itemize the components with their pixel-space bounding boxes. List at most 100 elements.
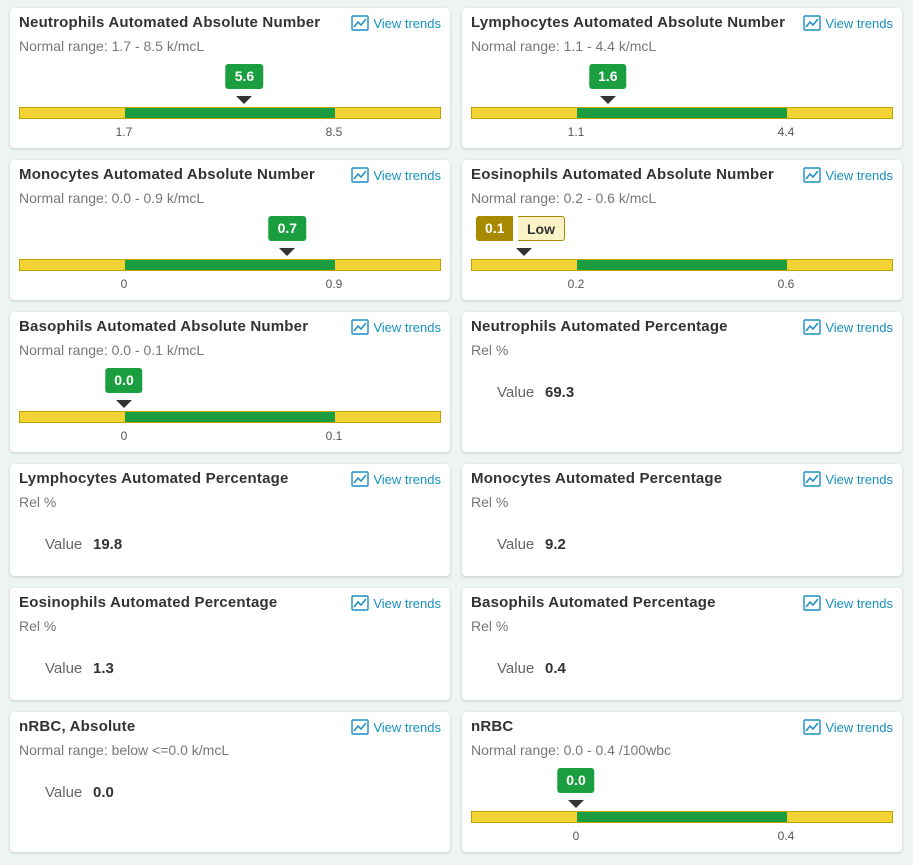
view-trends-text[interactable]: View trends xyxy=(373,595,441,611)
value-marker xyxy=(599,96,616,104)
card-subtitle: Normal range: 0.0 - 0.9 k/mcL xyxy=(19,190,205,206)
value: 0.4 xyxy=(545,660,566,677)
value: 9.2 xyxy=(545,536,566,553)
result-card: Neutrophils Automated Absolute Number Nor… xyxy=(10,8,450,148)
view-trends-text[interactable]: View trends xyxy=(373,15,441,31)
view-trends-link[interactable]: View trends xyxy=(351,319,441,335)
result-card: Neutrophils Automated Percentage Rel % Vie… xyxy=(462,312,902,452)
trend-icon xyxy=(351,471,370,487)
view-trends-link[interactable]: View trends xyxy=(803,167,893,183)
view-trends-text[interactable]: View trends xyxy=(373,719,441,735)
view-trends-text[interactable]: View trends xyxy=(825,167,893,183)
trend-icon xyxy=(803,15,822,31)
view-trends-link[interactable]: View trends xyxy=(803,319,893,335)
card-title: Lymphocytes Automated Percentage xyxy=(19,470,289,487)
result-card: Lymphocytes Automated Percentage Rel % Vie… xyxy=(10,464,450,576)
value-marker xyxy=(236,96,253,104)
value-label: Value xyxy=(497,660,535,677)
value-label: Value xyxy=(497,384,535,401)
view-trends-link[interactable]: View trends xyxy=(351,595,441,611)
range-low-label: 1.7 xyxy=(115,125,133,139)
card-subtitle: Normal range: below <=0.0 k/mcL xyxy=(19,742,230,758)
card-title: nRBC xyxy=(471,718,514,735)
view-trends-text[interactable]: View trends xyxy=(373,471,441,487)
trend-icon xyxy=(803,719,822,735)
range-bar xyxy=(19,411,441,423)
value-marker xyxy=(568,800,584,808)
range-bar xyxy=(19,107,441,119)
trend-icon xyxy=(351,167,370,183)
value-badge: 0.7 xyxy=(268,216,307,241)
range-bar xyxy=(471,107,893,119)
view-trends-link[interactable]: View trends xyxy=(351,15,441,31)
view-trends-text[interactable]: View trends xyxy=(825,719,893,735)
value-label: Value xyxy=(497,536,535,553)
value-marker xyxy=(116,400,132,408)
view-trends-link[interactable]: View trends xyxy=(351,471,441,487)
range-bar xyxy=(471,259,893,271)
card-subtitle: Rel % xyxy=(471,342,509,358)
normal-range-segment xyxy=(125,260,335,270)
view-trends-text[interactable]: View trends xyxy=(373,319,441,335)
range-low-label: 0 xyxy=(120,277,128,291)
range-high-label: 0.9 xyxy=(325,277,343,291)
trend-icon xyxy=(803,471,822,487)
view-trends-link[interactable]: View trends xyxy=(351,167,441,183)
view-trends-link[interactable]: View trends xyxy=(351,719,441,735)
view-trends-link[interactable]: View trends xyxy=(803,595,893,611)
value-label: Value xyxy=(45,536,83,553)
trend-icon xyxy=(803,595,822,611)
card-title: Basophils Automated Percentage xyxy=(471,594,716,611)
card-subtitle: Normal range: 0.0 - 0.1 k/mcL xyxy=(19,342,205,358)
card-title: Lymphocytes Automated Absolute Number xyxy=(471,14,786,31)
card-subtitle: Rel % xyxy=(471,618,509,634)
value: 0.0 xyxy=(93,784,114,801)
result-card: Monocytes Automated Percentage Rel % View … xyxy=(462,464,902,576)
result-card: Basophils Automated Percentage Rel % View … xyxy=(462,588,902,700)
value-badge: 5.6 xyxy=(225,64,264,89)
card-title: Neutrophils Automated Absolute Number xyxy=(19,14,321,31)
trend-icon xyxy=(351,15,370,31)
result-card: Eosinophils Automated Absolute Number Nor… xyxy=(462,160,902,300)
normal-range-segment xyxy=(577,260,787,270)
card-subtitle: Normal range: 0.2 - 0.6 k/mcL xyxy=(471,190,657,206)
card-title: Basophils Automated Absolute Number xyxy=(19,318,309,335)
normal-range-segment xyxy=(577,108,787,118)
value-badge: 0.0 xyxy=(557,768,595,793)
value-badge: 0.0 xyxy=(105,368,143,393)
value: 1.3 xyxy=(93,660,114,677)
card-subtitle: Rel % xyxy=(19,494,57,510)
card-subtitle: Rel % xyxy=(19,618,57,634)
card-title: nRBC, Absolute xyxy=(19,718,136,735)
view-trends-text[interactable]: View trends xyxy=(373,167,441,183)
trend-icon xyxy=(351,319,370,335)
trend-icon xyxy=(351,595,370,611)
card-subtitle: Rel % xyxy=(471,494,509,510)
flag-label: Low xyxy=(518,216,565,241)
value: 19.8 xyxy=(93,536,123,553)
range-high-label: 0.1 xyxy=(325,429,343,443)
card-subtitle: Normal range: 1.7 - 8.5 k/mcL xyxy=(19,38,205,54)
result-card: Lymphocytes Automated Absolute Number Nor… xyxy=(462,8,902,148)
normal-range-segment xyxy=(125,108,335,118)
result-card: nRBC Normal range: 0.0 - 0.4 /100wbc View … xyxy=(462,712,902,852)
view-trends-link[interactable]: View trends xyxy=(803,15,893,31)
range-low-label: 0.2 xyxy=(567,277,585,291)
card-title: Eosinophils Automated Absolute Number xyxy=(471,166,774,183)
view-trends-link[interactable]: View trends xyxy=(803,471,893,487)
view-trends-text[interactable]: View trends xyxy=(825,471,893,487)
view-trends-text[interactable]: View trends xyxy=(825,15,893,31)
view-trends-text[interactable]: View trends xyxy=(825,319,893,335)
view-trends-link[interactable]: View trends xyxy=(803,719,893,735)
range-low-label: 0 xyxy=(120,429,128,443)
value-marker xyxy=(279,248,296,256)
card-title: Monocytes Automated Percentage xyxy=(471,470,723,487)
view-trends-text[interactable]: View trends xyxy=(825,595,893,611)
range-low-label: 0 xyxy=(572,829,580,843)
trend-icon xyxy=(351,719,370,735)
value: 69.3 xyxy=(545,384,575,401)
range-high-label: 0.6 xyxy=(777,277,795,291)
normal-range-segment xyxy=(577,812,787,822)
value-label: Value xyxy=(45,784,83,801)
